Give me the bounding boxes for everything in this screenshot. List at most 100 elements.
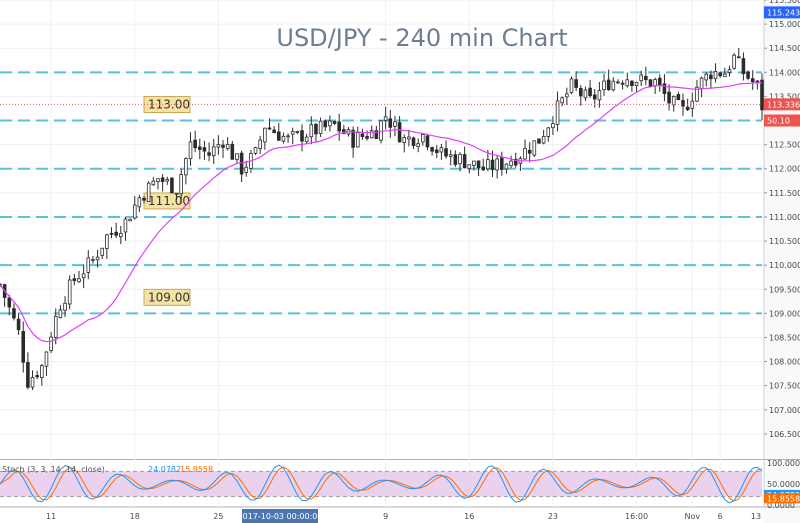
stoch-d-value: 15.8558 [180, 465, 213, 474]
price-badge-label: 115.243 [767, 8, 800, 17]
candle-body [128, 218, 132, 222]
candle-body [193, 139, 197, 149]
candle-body [476, 160, 481, 169]
candle-body [537, 138, 541, 144]
time-tick-label: 6 [718, 512, 723, 521]
candle-body [197, 146, 202, 150]
candle-body [337, 121, 341, 132]
candle-body [416, 143, 420, 147]
candle-body [44, 351, 49, 367]
candle-body [695, 86, 699, 102]
candle-body [676, 94, 681, 101]
candle-body [490, 159, 495, 171]
candle-body [35, 375, 39, 378]
candle-body [244, 166, 249, 173]
candle-body [509, 160, 513, 167]
candle-body [151, 180, 156, 186]
candle-body [179, 174, 184, 195]
candle-body [156, 178, 160, 182]
candle-body [736, 56, 741, 59]
candle-body [439, 147, 444, 153]
candle-body [462, 154, 467, 169]
price-badge [764, 114, 800, 127]
candle-body [616, 81, 620, 84]
stoch-k-value: 24.0782 [148, 465, 181, 474]
candle-body [667, 91, 671, 104]
candle-body [258, 139, 262, 149]
candle-body [574, 79, 578, 88]
candle-body [602, 80, 606, 91]
candle-body [53, 316, 58, 338]
candle-body [723, 73, 727, 78]
candle-body [657, 77, 662, 86]
candle-body [314, 123, 318, 135]
level-label: 109.00 [148, 290, 190, 304]
candle-body [597, 90, 602, 101]
candle-body [365, 136, 369, 139]
stoch-tick-label: 50.0000 [767, 480, 800, 489]
crosshair-date-label: 2017-10-03 00:00:00 [238, 512, 323, 521]
candle-body [188, 141, 193, 160]
candle-body [718, 72, 722, 77]
candle-body [165, 179, 170, 182]
time-tick-label: 11 [46, 512, 56, 521]
candle-body [500, 157, 504, 170]
candle-body [434, 149, 439, 154]
candle-body [63, 302, 67, 311]
candle-body [114, 231, 118, 236]
candle-body [453, 154, 458, 165]
candle-body [184, 158, 188, 176]
candle-body [290, 131, 295, 135]
candle-body [681, 100, 685, 107]
stoch-d-line [0, 466, 763, 502]
time-tick-label: 16 [464, 512, 474, 521]
candle-body [639, 74, 643, 82]
candle-body [709, 74, 713, 80]
candle-body [369, 130, 374, 139]
price-tick-label: 109.000 [769, 309, 800, 318]
stoch-band [0, 471, 762, 497]
time-tick-label: Nov [684, 512, 700, 521]
candle-body [272, 129, 276, 134]
candle-body [12, 308, 16, 319]
price-tick-label: 107.000 [769, 406, 800, 415]
candle-body [100, 247, 105, 256]
candle-body [91, 259, 95, 261]
candle-body [565, 93, 569, 98]
candle-body [119, 233, 123, 238]
time-tick-label: 13 [751, 512, 761, 521]
price-tick-label: 108.000 [769, 358, 800, 367]
candle-body [513, 158, 518, 166]
candle-body [267, 127, 272, 130]
candle-body [760, 79, 764, 111]
candle-body [634, 82, 639, 86]
stoch-tick-label: 0.0000 [767, 501, 795, 510]
candle-body [458, 153, 462, 165]
candle-body [411, 137, 416, 147]
candle-body [81, 273, 86, 279]
candle-body [16, 318, 21, 331]
candle-body [532, 140, 537, 156]
level-label-box [143, 288, 191, 306]
candle-body [741, 58, 746, 75]
candle-body [393, 121, 397, 127]
candle-body [332, 121, 337, 124]
candle-body [26, 362, 30, 388]
candle-body [648, 79, 653, 87]
candle-body [472, 160, 476, 166]
price-tick-label: 109.500 [769, 285, 800, 294]
candle-body [72, 278, 77, 282]
candle-body [388, 118, 393, 128]
price-tick-label: 112.000 [769, 165, 800, 174]
candle-body [750, 78, 755, 83]
candle-body [662, 83, 667, 94]
candle-body [67, 279, 72, 305]
candle-body [644, 75, 648, 81]
candle-body [263, 127, 267, 143]
candle-body [21, 331, 26, 363]
moving-average-line [0, 82, 763, 343]
candle-body [421, 134, 425, 143]
candle-body [704, 73, 709, 81]
